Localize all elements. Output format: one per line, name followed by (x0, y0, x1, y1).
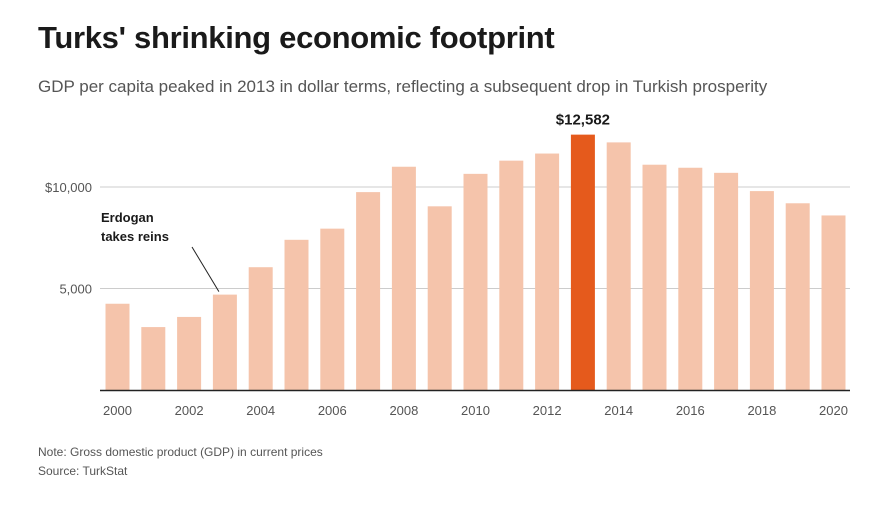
bar-2020 (821, 215, 846, 390)
chart-source: Source: TurkStat (38, 464, 128, 478)
chart-note: Note: Gross domestic product (GDP) in cu… (38, 445, 323, 459)
y-tick-label: $10,000 (45, 180, 92, 195)
x-tick-labels: 2000 2002 2004 2006 2008 2010 2012 2014 2016 2018… (103, 403, 848, 418)
bar-2019 (785, 203, 810, 390)
annotation: Erdogan takes reins (101, 210, 220, 292)
chart-title: Turks' shrinking economic footprint (38, 20, 555, 55)
bar-2011 (499, 160, 524, 390)
bar-2015 (642, 164, 667, 390)
x-tick-label: 2016 (676, 403, 705, 418)
peak-value-label: $12,582 (556, 112, 610, 129)
bar-2013 (570, 134, 595, 390)
x-tick-label: 2000 (103, 403, 132, 418)
bar-2018 (749, 191, 774, 390)
bar-2000 (105, 303, 130, 390)
x-tick-label: 2012 (533, 403, 562, 418)
annotation-leader-line (191, 246, 220, 292)
bar-2002 (177, 316, 202, 390)
x-tick-label: 2014 (604, 403, 633, 418)
x-tick-label: 2020 (819, 403, 848, 418)
x-tick-label: 2018 (747, 403, 776, 418)
bar-2007 (356, 192, 381, 390)
bar-2005 (284, 239, 309, 390)
x-tick-label: 2006 (318, 403, 347, 418)
bar-2006 (320, 228, 345, 390)
bar-2016 (678, 167, 703, 390)
x-tick-label: 2004 (246, 403, 275, 418)
annotation-text-line-2: takes reins (101, 229, 169, 244)
y-tick-label: 5,000 (59, 282, 92, 297)
bar-2012 (535, 153, 560, 390)
x-tick-label: 2008 (389, 403, 418, 418)
x-tick-label: 2010 (461, 403, 490, 418)
y-tick-labels: 5,000 $10,000 (45, 180, 92, 296)
chart-subtitle: GDP per capita peaked in 2013 in dollar … (38, 77, 768, 96)
bar-2010 (463, 173, 488, 390)
annotation-text-line-1: Erdogan (101, 210, 154, 225)
x-tick-label: 2002 (175, 403, 204, 418)
bar-2008 (391, 166, 416, 390)
bar-2001 (141, 327, 166, 390)
bar-2003 (212, 294, 237, 390)
bar-2009 (427, 206, 452, 390)
bar-2017 (714, 172, 739, 390)
bar-2004 (248, 267, 273, 390)
bar-2014 (606, 142, 631, 390)
bars (105, 134, 846, 390)
